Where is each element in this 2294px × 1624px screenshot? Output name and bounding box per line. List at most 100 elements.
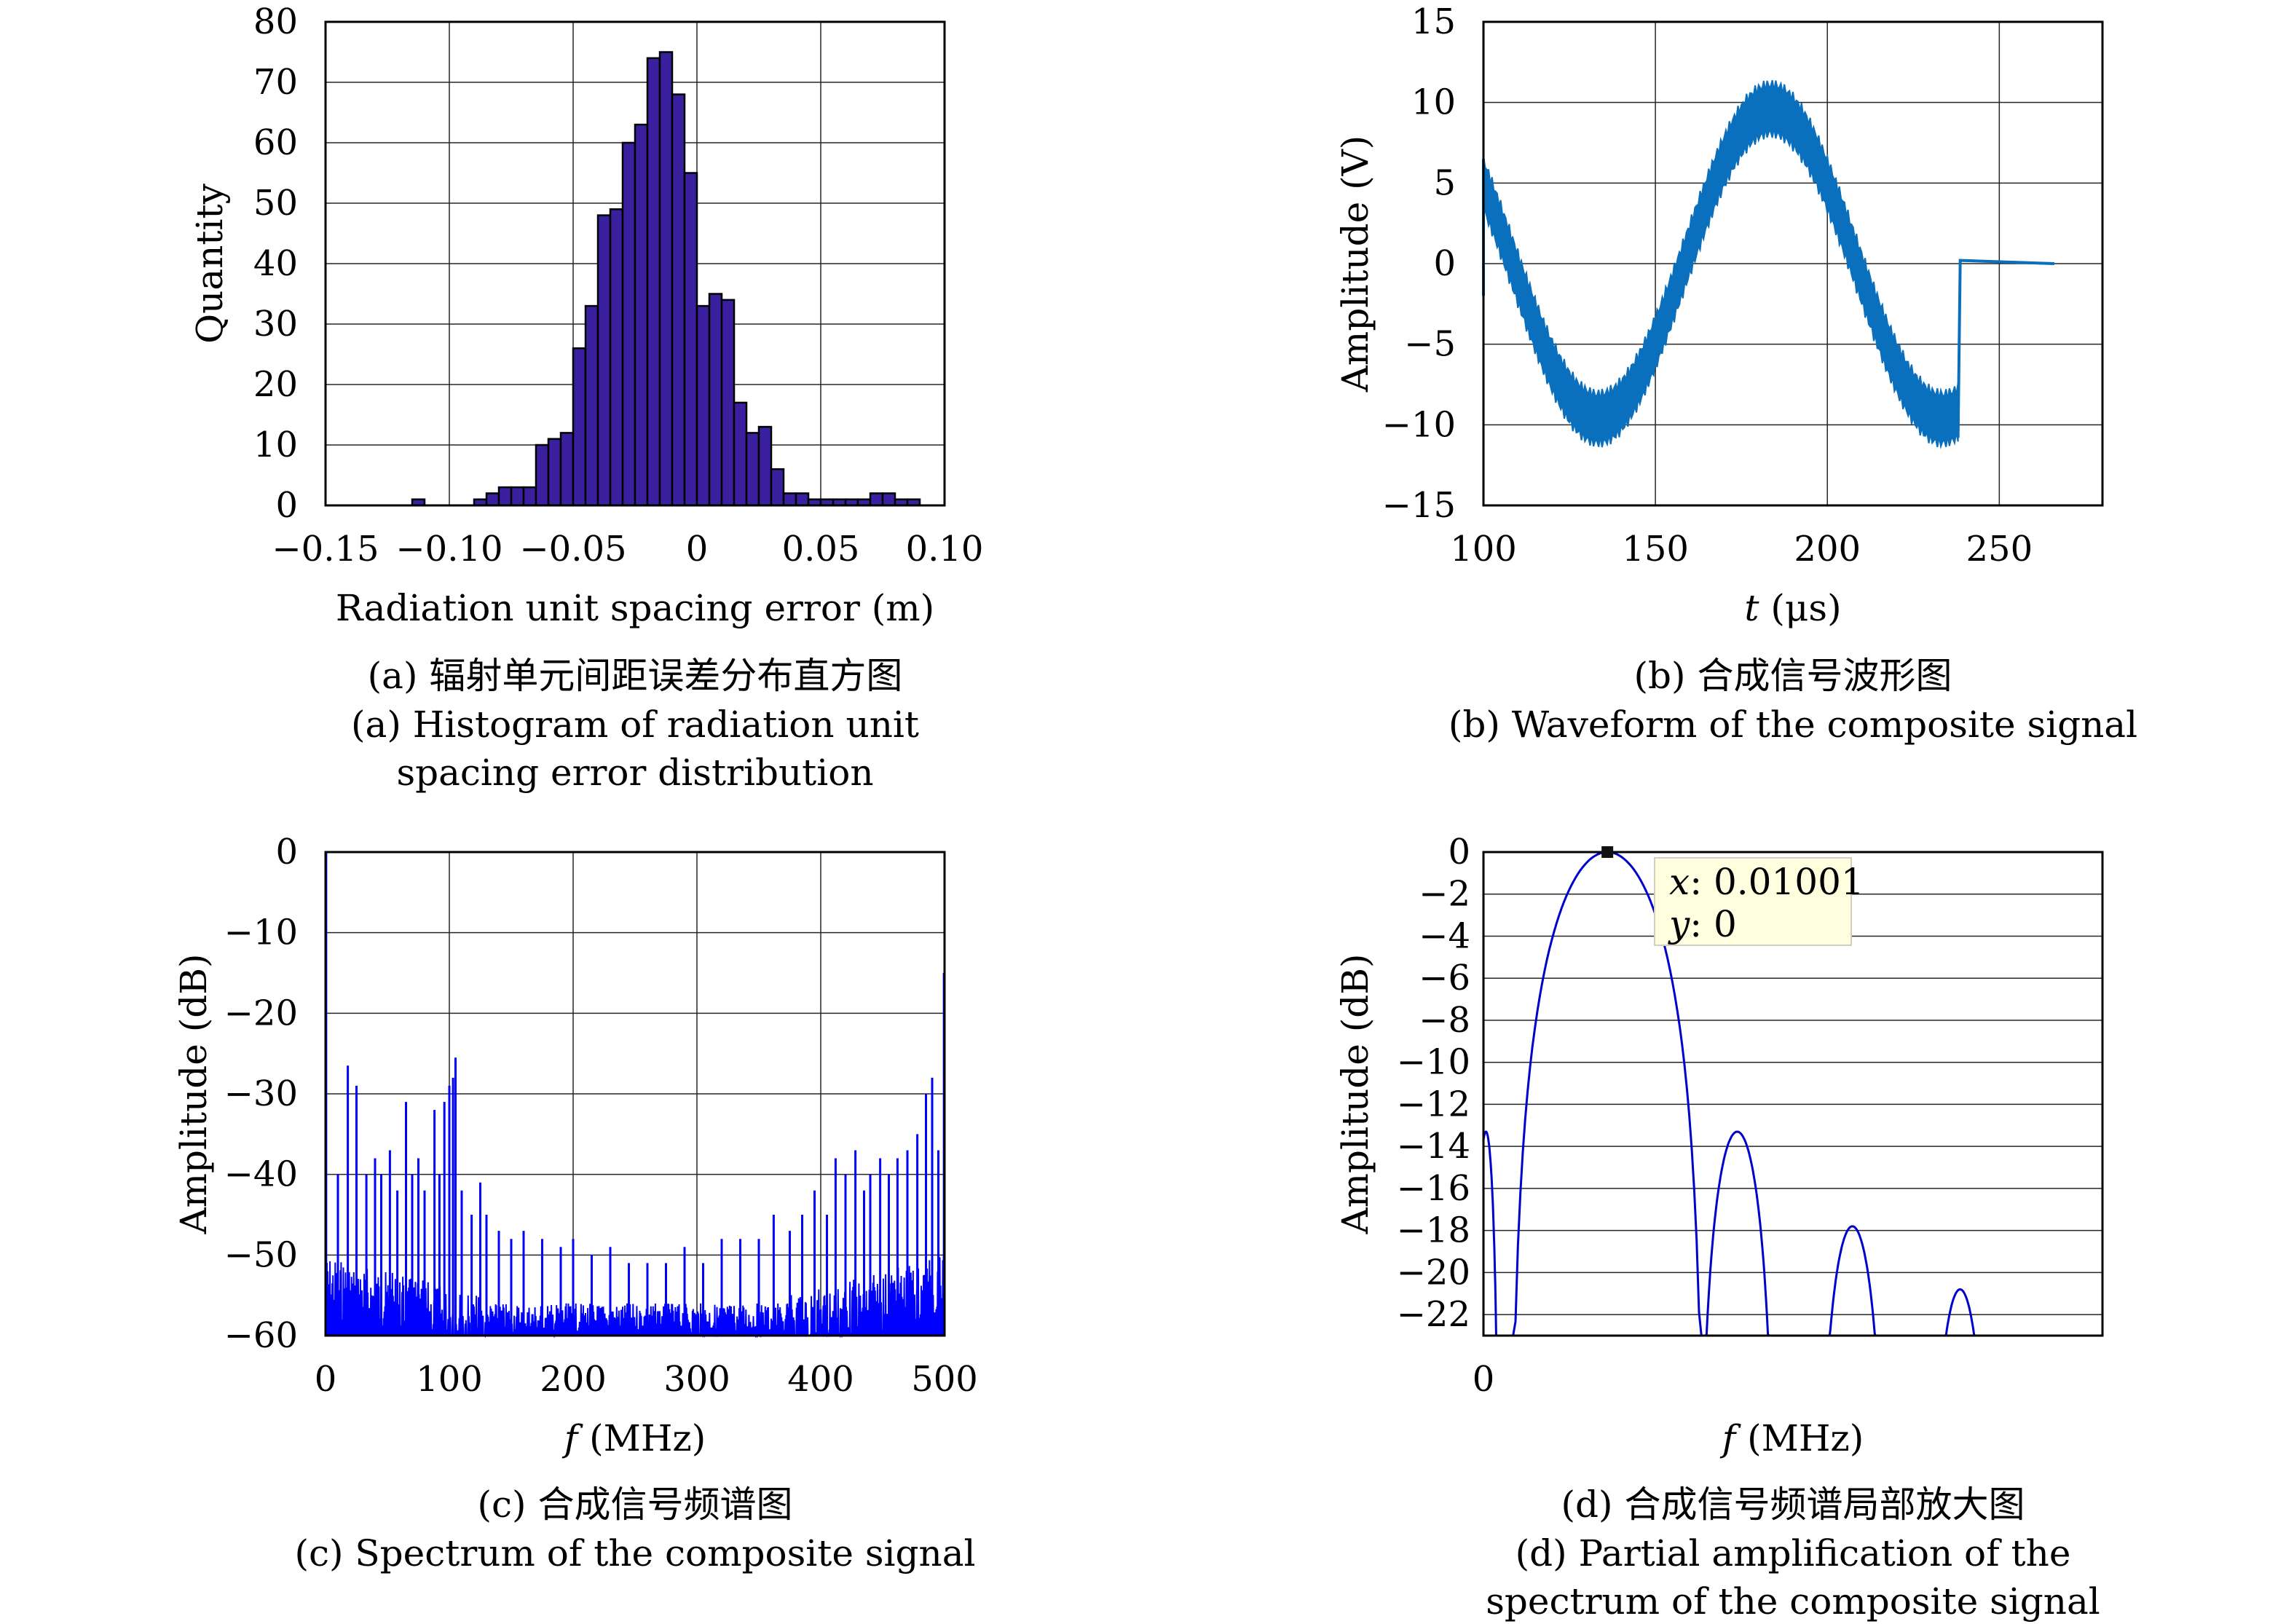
chart-c-ytick-label: −40 xyxy=(224,1154,298,1195)
chart-c-ytick-label: 0 xyxy=(275,832,298,872)
histogram-bar xyxy=(881,492,896,507)
histogram-bar xyxy=(695,304,711,507)
histogram-bar xyxy=(522,486,537,507)
histogram-bar xyxy=(485,492,500,507)
chart-b-xtick-label: 100 xyxy=(1450,529,1517,569)
chart-c-caption-cn: (c) 合成信号频谱图 xyxy=(478,1483,793,1526)
chart-d-caption-cn: (d) 合成信号频谱局部放大图 xyxy=(1561,1483,2025,1526)
sidelobe-curve xyxy=(1818,1225,1886,1337)
chart-d: 0−2−4−6−8−10−12−14−16−18−20−22 0 x: 0.01… xyxy=(1334,832,2104,1623)
chart-b-ytick-label: 15 xyxy=(1411,1,1456,42)
sidelobe-curve xyxy=(1482,1130,1508,1337)
chart-a-xtick-label: 0.05 xyxy=(782,529,860,569)
chart-a-xtick-label: −0.10 xyxy=(395,529,502,569)
chart-d-ytick-label: −18 xyxy=(1397,1210,1470,1251)
chart-d-ytick-label: −20 xyxy=(1397,1252,1470,1293)
chart-d-plot-frame xyxy=(1482,851,2104,1337)
histogram-bar xyxy=(572,347,587,507)
chart-a-ylabel: Quantity xyxy=(189,183,231,343)
chart-d-ytick-label: −12 xyxy=(1397,1084,1470,1124)
chart-c-caption-en: (c) Spectrum of the composite signal xyxy=(294,1532,975,1574)
chart-c-ytick-label: −50 xyxy=(224,1234,298,1275)
chart-b-plot-frame xyxy=(1482,20,2104,507)
histogram-bar xyxy=(609,208,624,507)
chart-c: −60 −50 −40 −30 −20 −10 0 0 100 200 300 400 500 Amp… xyxy=(173,832,978,1574)
histogram-bar xyxy=(745,432,760,507)
chart-b-ytick-label: −10 xyxy=(1382,404,1456,445)
histogram-bar xyxy=(658,51,674,507)
chart-d-datatip-box xyxy=(1654,857,1852,946)
histogram-bar xyxy=(782,492,797,507)
histogram-bar xyxy=(708,293,723,507)
chart-d-ytick-label: −6 xyxy=(1419,958,1470,998)
histogram-bar xyxy=(770,468,785,507)
sidelobe-curve xyxy=(1935,1288,1998,1337)
chart-c-ytick-label: −20 xyxy=(224,993,298,1033)
chart-b-xtick-label: 250 xyxy=(1966,529,2033,569)
chart-d-datatip-x: x: 0.01001 xyxy=(1669,861,1864,903)
chart-c-xtick-label: 300 xyxy=(663,1359,730,1400)
histogram-bar xyxy=(683,172,698,507)
chart-b-signal-band xyxy=(1483,79,1959,449)
chart-c-xticks: 0 100 200 300 400 500 xyxy=(315,1359,978,1400)
chart-d-datatip[interactable]: x: 0.01001 y: 0 xyxy=(1601,846,1864,946)
chart-d-caption-en-1: (d) Partial amplification of the xyxy=(1515,1532,2071,1574)
chart-c-ylabel: Amplitude (dB) xyxy=(173,953,215,1234)
chart-a-xtick-label: −0.15 xyxy=(272,529,379,569)
histogram-bar xyxy=(535,444,550,507)
chart-b-xtick-label: 200 xyxy=(1794,529,1861,569)
chart-a-yticks: 0 10 20 30 40 50 60 70 80 xyxy=(253,1,298,526)
chart-c-yticks: −60 −50 −40 −30 −20 −10 0 xyxy=(224,832,298,1356)
chart-b-caption-en: (b) Waveform of the composite signal xyxy=(1448,703,2137,746)
chart-c-xtick-label: 400 xyxy=(787,1359,854,1400)
histogram-bar xyxy=(596,214,612,507)
chart-c-noise-floor xyxy=(325,1256,946,1339)
sidelobe-curve xyxy=(1700,1130,1775,1337)
chart-a-xtick-label: −0.05 xyxy=(519,529,626,569)
chart-d-ytick-label: −10 xyxy=(1397,1042,1470,1083)
histogram-bar xyxy=(869,492,884,507)
chart-c-ytick-label: −10 xyxy=(224,912,298,953)
chart-c-xlabel: f (MHz) xyxy=(561,1417,706,1459)
chart-a-xlabel: Radiation unit spacing error (m) xyxy=(336,587,934,629)
chart-b-ytick-label: −5 xyxy=(1404,324,1456,365)
histogram-bar xyxy=(757,425,773,507)
chart-d-ytick-label: −4 xyxy=(1419,915,1470,956)
chart-a-ytick-label: 70 xyxy=(253,62,298,103)
chart-b-ytick-label: 5 xyxy=(1433,162,1456,203)
histogram-bar xyxy=(621,141,636,507)
chart-a-caption-en-1: (a) Histogram of radiation unit xyxy=(351,703,919,746)
chart-c-xtick-label: 0 xyxy=(315,1359,337,1400)
chart-d-ytick-label: −16 xyxy=(1397,1168,1470,1209)
chart-d-xtick-label: 0 xyxy=(1473,1359,1495,1400)
histogram-bar xyxy=(559,432,575,507)
chart-d-ytick-label: −22 xyxy=(1397,1294,1470,1335)
chart-a-ytick-label: 80 xyxy=(253,1,298,42)
chart-b-xtick-label: 150 xyxy=(1622,529,1689,569)
chart-a-xtick-label: 0.10 xyxy=(906,529,984,569)
chart-a-xtick-label: 0 xyxy=(686,529,709,569)
histogram-bar xyxy=(733,401,748,507)
chart-a-ytick-label: 50 xyxy=(253,183,298,224)
histogram-bar xyxy=(497,486,513,507)
chart-c-xtick-label: 500 xyxy=(911,1359,978,1400)
histogram-bar xyxy=(720,299,736,507)
chart-a-plot-frame xyxy=(324,20,946,507)
histogram-bar xyxy=(671,93,686,507)
chart-d-grid xyxy=(1483,893,2102,1315)
chart-d-ytick-label: −8 xyxy=(1419,1000,1470,1041)
histogram-bar xyxy=(646,57,661,507)
chart-b-xticks: 100 150 200 250 xyxy=(1450,529,2033,569)
chart-c-xtick-label: 200 xyxy=(540,1359,607,1400)
chart-a-caption-en-2: spacing error distribution xyxy=(396,752,873,794)
chart-a-ytick-label: 30 xyxy=(253,304,298,344)
chart-b-ytick-label: −15 xyxy=(1382,485,1456,526)
histogram-bar xyxy=(510,486,525,507)
chart-d-ytick-label: 0 xyxy=(1448,832,1470,872)
chart-d-xticks: 0 xyxy=(1473,1359,1495,1400)
chart-d-xlabel: f (MHz) xyxy=(1719,1417,1864,1459)
chart-b-ylabel: Amplitude (V) xyxy=(1334,135,1376,393)
chart-d-caption-en-2: spectrum of the composite signal xyxy=(1486,1580,2100,1623)
chart-c-ytick-label: −30 xyxy=(224,1073,298,1114)
chart-d-ytick-label: −14 xyxy=(1397,1126,1470,1167)
